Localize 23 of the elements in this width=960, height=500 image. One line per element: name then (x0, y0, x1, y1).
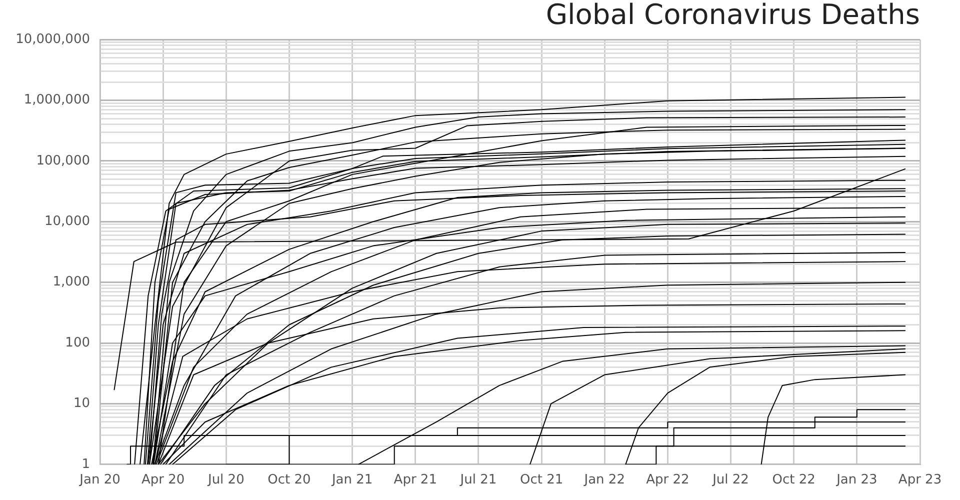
x-tick-label: Oct 22 (772, 472, 816, 488)
x-tick-label: Apr 22 (646, 472, 690, 488)
y-tick-label: 10,000 (44, 214, 90, 230)
x-tick-label: Apr 20 (141, 472, 185, 488)
x-tick-label: Jul 21 (459, 472, 497, 488)
x-tick-label: Jan 20 (78, 472, 120, 488)
y-tick-label: 1,000 (52, 274, 90, 290)
y-tick-label: 10,000,000 (16, 32, 90, 47)
y-tick-label: 1,000,000 (24, 92, 90, 108)
x-tick-label: Jan 21 (330, 472, 373, 488)
y-tick-label: 10 (73, 396, 90, 412)
y-tick-label: 100 (65, 335, 90, 350)
x-tick-label: Oct 21 (520, 472, 564, 488)
x-tick-label: Jan 22 (583, 472, 625, 488)
chart-title: Global Coronavirus Deaths (546, 0, 920, 32)
x-tick-label: Oct 20 (268, 472, 311, 488)
y-tick-label: 100,000 (36, 153, 90, 168)
x-tick-label: Jul 20 (206, 472, 244, 488)
x-tick-label: Apr 21 (394, 472, 437, 488)
x-tick-label: Apr 23 (898, 472, 942, 488)
x-tick-label: Jan 23 (836, 472, 878, 488)
x-tick-label: Jul 22 (712, 472, 749, 488)
y-tick-label: 1 (82, 456, 90, 472)
